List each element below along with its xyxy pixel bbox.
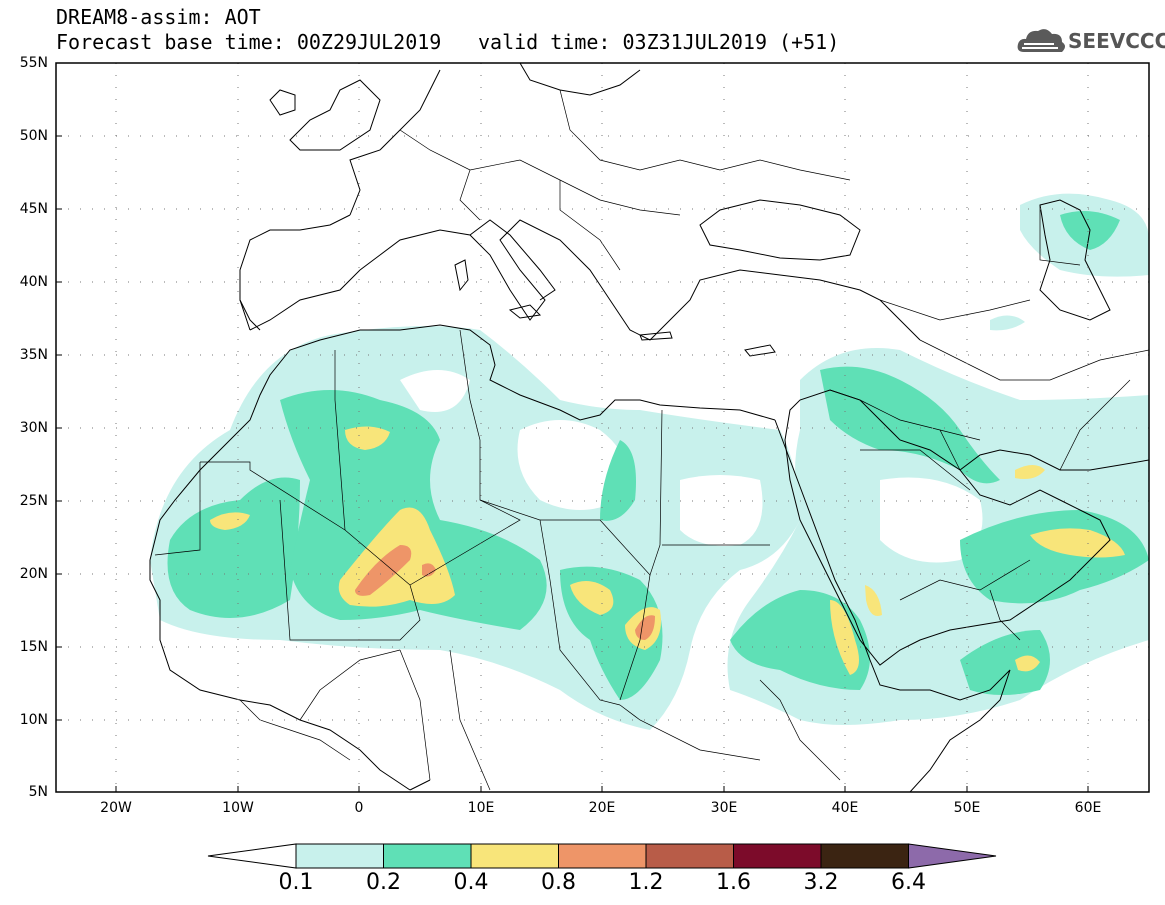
aot-field <box>150 193 1149 730</box>
lat-label: 45N <box>19 201 48 217</box>
colorbar-bin <box>295 843 384 869</box>
colorbar-bin <box>820 843 909 869</box>
lon-label: 20W <box>100 800 132 816</box>
lon-label: 10E <box>467 800 495 816</box>
colorbar-label: 1.2 <box>628 870 664 895</box>
lon-label: 30E <box>710 800 738 816</box>
colorbar-bin <box>470 843 559 869</box>
colorbar-label: 0.4 <box>453 870 489 895</box>
lon-label: 10W <box>222 800 254 816</box>
colorbar-low-arrow <box>207 843 297 869</box>
lat-label: 40N <box>19 274 48 290</box>
seevccc-logo: SEEVCCC <box>1016 24 1165 58</box>
cloud-icon <box>1017 29 1065 52</box>
colorbar-bin <box>383 843 472 869</box>
colorbar-label: 1.6 <box>716 870 751 895</box>
lon-label: 20E <box>588 800 616 816</box>
colorbar-bin <box>645 843 734 869</box>
colorbar-label: 0.1 <box>278 870 314 895</box>
colorbar-label: 0.8 <box>541 870 576 895</box>
colorbar-label: 6.4 <box>891 870 926 895</box>
lon-label: 0 <box>354 800 364 816</box>
lat-label: 50N <box>19 128 48 144</box>
lat-label: 55N <box>19 55 48 71</box>
lat-label: 10N <box>19 712 48 728</box>
lat-label: 15N <box>19 639 48 655</box>
logo-text: SEEVCCC <box>1068 29 1165 53</box>
colorbar-bin <box>558 843 647 869</box>
lat-label: 30N <box>19 420 48 436</box>
lat-label: 35N <box>19 347 48 363</box>
colorbar-label: 3.2 <box>803 870 839 895</box>
lon-label: 40E <box>831 800 859 816</box>
borders <box>154 89 1149 791</box>
colorbar-label: 0.2 <box>366 870 401 895</box>
map-title: DREAM8-assim: AOT <box>56 5 261 29</box>
axis-ticks <box>56 62 1089 792</box>
lon-label: 60E <box>1074 800 1102 816</box>
forecast-base-time: Forecast base time: 00Z29JUL2019 <box>56 30 442 54</box>
lat-label: 5N <box>28 784 48 800</box>
lat-label: 25N <box>19 493 48 509</box>
colorbar <box>207 843 997 869</box>
colorbar-high-arrow <box>908 843 997 869</box>
valid-time: valid time: 03Z31JUL2019 (+51) <box>478 30 840 54</box>
colorbar-bin <box>733 843 822 869</box>
lon-label: 50E <box>953 800 981 816</box>
lat-label: 20N <box>19 566 48 582</box>
